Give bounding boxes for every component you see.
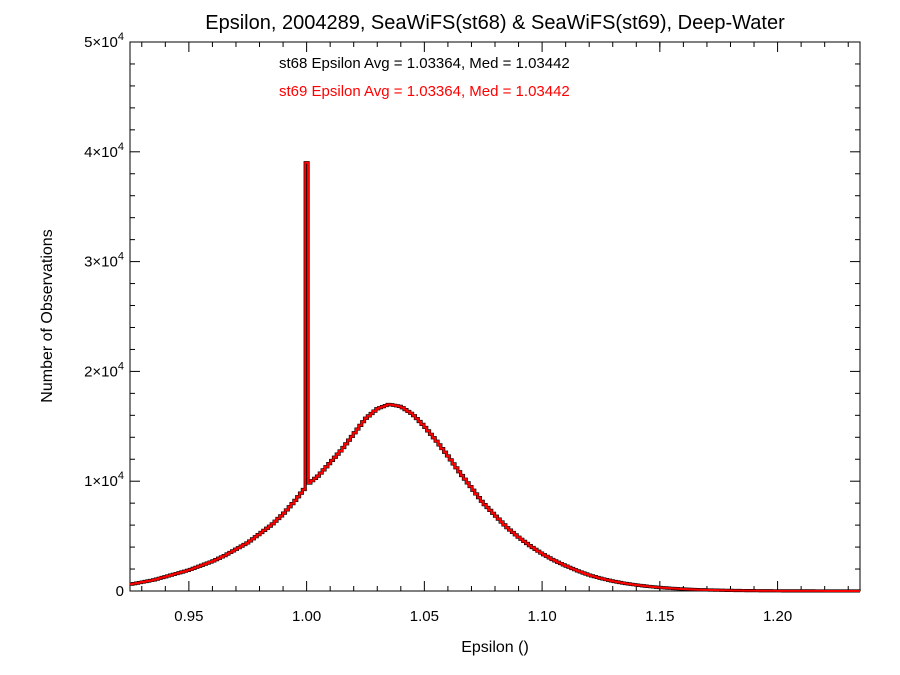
series-layer (130, 161, 861, 593)
y-tick-label: 2×104 (84, 360, 124, 380)
y-tick-label: 0 (116, 583, 124, 600)
chart-title: Epsilon, 2004289, SeaWiFS(st68) & SeaWiF… (205, 12, 785, 34)
x-tick-label: 1.20 (763, 608, 792, 625)
x-tick-label: 1.05 (410, 608, 439, 625)
x-tick-label: 1.00 (292, 608, 321, 625)
x-axis-label: Epsilon () (461, 639, 529, 656)
x-tick-label: 0.95 (174, 608, 203, 625)
x-tick-label: 1.15 (645, 608, 674, 625)
annotation-st69: st69 Epsilon Avg = 1.03364, Med = 1.0344… (279, 83, 570, 100)
y-axis-label: Number of Observations (39, 229, 56, 402)
x-tick-labels: 0.95 1.00 1.05 1.10 1.15 1.20 (174, 608, 792, 625)
minor-ticks (130, 42, 860, 591)
series-st68-line (130, 161, 861, 593)
y-tick-label: 1×104 (84, 470, 124, 490)
y-tick-label: 5×104 (84, 31, 124, 51)
annotation-st68: st68 Epsilon Avg = 1.03364, Med = 1.0344… (279, 55, 570, 72)
y-tick-label: 3×104 (84, 251, 124, 271)
series-st69-line (130, 161, 861, 592)
x-tick-label: 1.10 (527, 608, 556, 625)
plot-area (129, 41, 861, 593)
major-ticks (130, 41, 860, 592)
plot-frame (129, 41, 861, 592)
y-tick-labels: 0 1×104 2×104 3×104 4×104 5×104 (84, 31, 124, 600)
y-tick-label: 4×104 (84, 141, 124, 161)
